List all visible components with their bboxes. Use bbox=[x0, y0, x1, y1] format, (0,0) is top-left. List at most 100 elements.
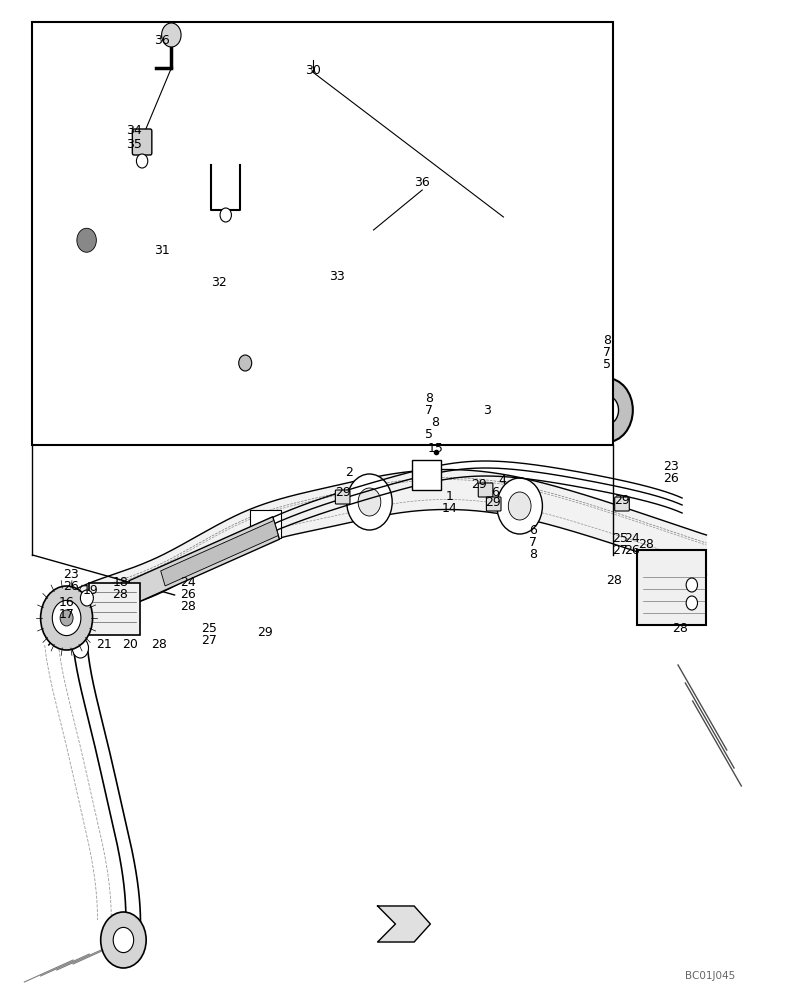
FancyBboxPatch shape bbox=[335, 490, 350, 504]
Text: 18: 18 bbox=[112, 576, 128, 588]
Circle shape bbox=[594, 396, 618, 425]
Text: 15: 15 bbox=[427, 442, 443, 454]
Text: 28: 28 bbox=[672, 621, 688, 635]
Text: 29: 29 bbox=[334, 486, 350, 498]
Polygon shape bbox=[93, 192, 520, 443]
Circle shape bbox=[580, 378, 632, 442]
Text: 28: 28 bbox=[180, 599, 196, 612]
Text: 36: 36 bbox=[154, 33, 170, 46]
Text: 24: 24 bbox=[180, 576, 196, 588]
Circle shape bbox=[508, 492, 530, 520]
Text: 25: 25 bbox=[201, 621, 217, 635]
Text: 7: 7 bbox=[424, 403, 432, 416]
Polygon shape bbox=[228, 245, 257, 337]
Text: 26: 26 bbox=[180, 587, 196, 600]
Text: 14: 14 bbox=[441, 502, 457, 514]
Text: 6: 6 bbox=[491, 486, 499, 498]
Polygon shape bbox=[517, 336, 569, 443]
Circle shape bbox=[170, 300, 187, 320]
Circle shape bbox=[496, 478, 542, 534]
Text: 5: 5 bbox=[603, 358, 611, 370]
Circle shape bbox=[77, 228, 97, 252]
Circle shape bbox=[67, 216, 106, 264]
Text: 30: 30 bbox=[304, 64, 320, 77]
FancyBboxPatch shape bbox=[614, 497, 629, 511]
Text: 27: 27 bbox=[201, 634, 217, 647]
Text: 31: 31 bbox=[154, 243, 170, 256]
Text: 19: 19 bbox=[83, 584, 99, 596]
Polygon shape bbox=[129, 517, 279, 603]
Text: 32: 32 bbox=[211, 275, 227, 288]
Circle shape bbox=[358, 488, 380, 516]
Text: 8: 8 bbox=[424, 391, 432, 404]
Text: 6: 6 bbox=[528, 524, 536, 536]
Text: 2: 2 bbox=[345, 466, 353, 479]
Text: 8: 8 bbox=[603, 334, 611, 347]
Text: 26: 26 bbox=[662, 472, 678, 485]
Text: 29: 29 bbox=[256, 626, 272, 639]
Text: 26: 26 bbox=[623, 544, 639, 556]
FancyBboxPatch shape bbox=[132, 129, 152, 155]
Text: 34: 34 bbox=[126, 123, 142, 136]
Text: 29: 29 bbox=[484, 495, 500, 508]
Text: 5: 5 bbox=[424, 428, 432, 440]
Circle shape bbox=[41, 586, 92, 650]
Polygon shape bbox=[161, 520, 278, 586]
Circle shape bbox=[101, 912, 146, 968]
FancyBboxPatch shape bbox=[478, 483, 492, 497]
FancyBboxPatch shape bbox=[486, 497, 500, 511]
Polygon shape bbox=[291, 287, 548, 411]
Bar bbox=[32, 22, 612, 445]
Text: 28: 28 bbox=[112, 587, 128, 600]
Circle shape bbox=[136, 154, 148, 168]
Circle shape bbox=[238, 355, 251, 371]
Circle shape bbox=[72, 638, 88, 658]
Polygon shape bbox=[450, 300, 476, 312]
Text: 23: 23 bbox=[662, 460, 678, 473]
Bar bbox=[89, 583, 139, 635]
Bar bbox=[158, 280, 219, 340]
Circle shape bbox=[346, 474, 392, 530]
Text: 4: 4 bbox=[497, 474, 505, 487]
Text: 20: 20 bbox=[122, 638, 138, 650]
Bar bbox=[166, 340, 219, 395]
Text: 29: 29 bbox=[613, 493, 629, 506]
Text: 24: 24 bbox=[623, 532, 639, 544]
Text: 33: 33 bbox=[328, 269, 345, 282]
Circle shape bbox=[161, 23, 181, 47]
Polygon shape bbox=[141, 224, 448, 393]
Circle shape bbox=[80, 590, 93, 606]
Text: 28: 28 bbox=[605, 574, 621, 586]
Bar bbox=[411, 460, 440, 490]
Text: 29: 29 bbox=[470, 478, 487, 490]
Circle shape bbox=[60, 610, 73, 626]
Circle shape bbox=[113, 927, 134, 953]
Circle shape bbox=[220, 208, 231, 222]
Circle shape bbox=[685, 578, 697, 592]
Polygon shape bbox=[281, 263, 311, 355]
Text: 16: 16 bbox=[58, 595, 75, 608]
Text: 8: 8 bbox=[431, 416, 439, 428]
Text: 7: 7 bbox=[603, 346, 611, 359]
Bar bbox=[250, 510, 281, 538]
Text: 35: 35 bbox=[126, 137, 142, 150]
Bar bbox=[637, 550, 706, 625]
Circle shape bbox=[52, 600, 81, 636]
Text: 8: 8 bbox=[528, 548, 536, 560]
Text: 17: 17 bbox=[58, 607, 75, 620]
Text: 7: 7 bbox=[528, 536, 536, 548]
Polygon shape bbox=[49, 470, 706, 645]
Text: BC01J045: BC01J045 bbox=[684, 971, 735, 981]
Circle shape bbox=[685, 596, 697, 610]
Text: 1: 1 bbox=[445, 489, 453, 502]
Text: 36: 36 bbox=[414, 176, 430, 188]
Text: 28: 28 bbox=[637, 538, 654, 550]
Text: 27: 27 bbox=[611, 544, 628, 556]
Text: 25: 25 bbox=[611, 532, 628, 544]
Circle shape bbox=[48, 192, 126, 288]
Text: 28: 28 bbox=[151, 638, 167, 650]
Text: 23: 23 bbox=[63, 568, 79, 580]
Text: 26: 26 bbox=[63, 580, 79, 592]
Text: 3: 3 bbox=[483, 403, 491, 416]
Text: 21: 21 bbox=[96, 638, 112, 650]
